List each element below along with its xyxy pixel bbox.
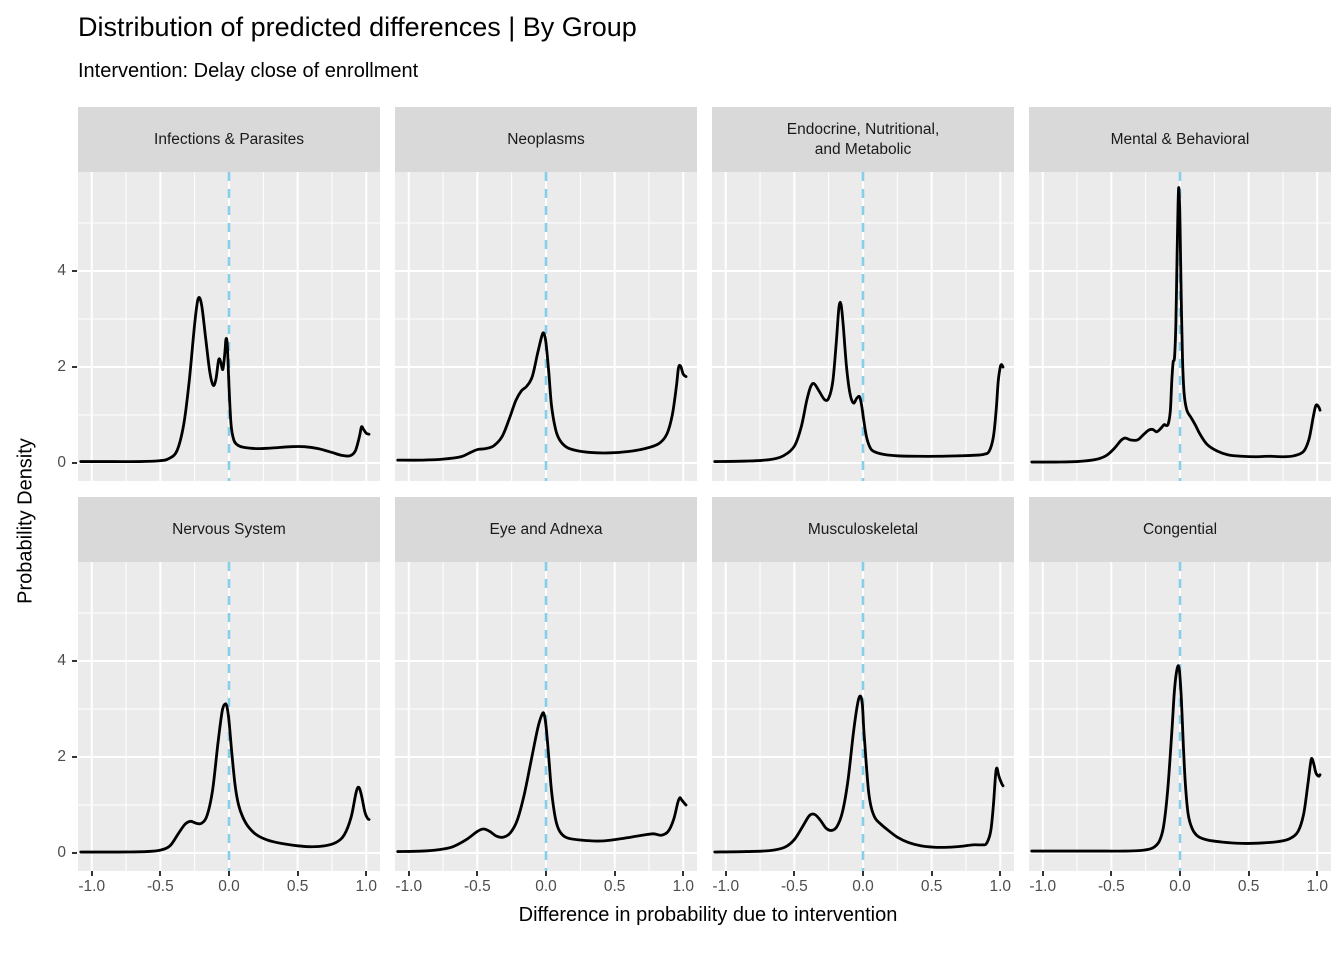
facet-strip: Musculoskeletal [712,497,1014,562]
y-tick-mark [72,660,77,662]
facet-panel [1029,562,1331,871]
y-tick-mark [72,270,77,272]
x-axis-title: Difference in probability due to interve… [0,904,1344,927]
facet-strip: Neoplasms [395,107,697,172]
x-tick-mark [476,871,479,876]
y-tick-mark [72,366,77,368]
x-tick-label: -0.5 [464,878,491,895]
y-tick-label: 4 [57,652,66,669]
major-gridlines [712,172,1014,481]
y-tick-label: 0 [57,844,66,861]
facet-strip-label: Endocrine, Nutritional, and Metabolic [786,120,940,158]
facet-strip-label: Eye and Adnexa [489,520,603,538]
x-tick-mark [682,871,685,876]
density-curve [79,296,371,464]
facet-panel [78,172,380,481]
density-curve [79,702,371,854]
x-tick-label: 0.5 [920,878,943,895]
density-curve [1030,664,1322,853]
density-curve [396,711,688,853]
x-tick-mark [90,871,93,876]
x-tick-mark [296,871,299,876]
plot-title: Distribution of predicted differences | … [78,12,637,42]
facet-strip: Eye and Adnexa [395,497,697,562]
x-tick-mark [613,871,616,876]
y-tick-label: 2 [57,748,66,765]
facet-panel [395,562,697,871]
x-tick-label: 1.0 [355,878,378,895]
y-tick-mark [72,756,77,758]
x-tick-label: 0.0 [218,878,240,895]
x-tick-mark [999,871,1002,876]
y-tick-label: 2 [57,358,66,375]
facet-strip-label: Nervous System [172,520,286,538]
x-tick-mark [1179,871,1181,876]
x-tick-mark [1247,871,1250,876]
y-tick-label: 0 [57,454,66,471]
x-tick-label: 1.0 [672,878,695,895]
x-tick-label: -0.5 [781,878,808,895]
density-curve [713,300,1005,463]
facet-strip-label: Musculoskeletal [807,520,919,538]
x-tick-mark [365,871,368,876]
facet-panel [1029,172,1331,481]
x-tick-mark [724,871,727,876]
x-tick-mark [1316,871,1319,876]
x-tick-mark [159,871,162,876]
x-tick-label: 1.0 [1306,878,1329,895]
x-tick-label: -1.0 [1029,878,1057,895]
x-tick-label: -1.0 [395,878,423,895]
x-tick-label: -1.0 [712,878,740,895]
y-tick-label: 4 [57,262,66,279]
facet-panel [78,562,380,871]
x-tick-mark [228,871,230,876]
x-tick-label: -1.0 [78,878,106,895]
y-tick-mark [72,462,77,464]
facet-strip-label: Congential [1142,520,1218,538]
x-axis-title-text: Difference in probability due to interve… [518,904,898,926]
facet-panel [712,172,1014,481]
density-curve [1030,186,1322,464]
x-tick-mark [1110,871,1113,876]
x-tick-label: 0.0 [1169,878,1191,895]
x-tick-label: 1.0 [989,878,1012,895]
plot-subtitle: Intervention: Delay close of enrollment [78,60,419,82]
x-tick-mark [407,871,410,876]
x-tick-label: 0.5 [1237,878,1260,895]
x-tick-mark [930,871,933,876]
facet-strip-label: Infections & Parasites [154,130,304,148]
x-tick-mark [793,871,796,876]
x-tick-mark [545,871,547,876]
x-tick-mark [1041,871,1044,876]
facet-panel [395,172,697,481]
density-curve [713,694,1005,854]
y-tick-mark [72,852,77,854]
facet-strip: Mental & Behavioral [1029,107,1331,172]
density-curve [396,331,688,462]
x-tick-label: 0.0 [852,878,874,895]
facet-strip: Endocrine, Nutritional, and Metabolic [712,107,1014,172]
x-tick-label: -0.5 [147,878,174,895]
x-tick-label: 0.5 [286,878,309,895]
facet-strip-label: Mental & Behavioral [1110,130,1250,148]
facet-strip: Infections & Parasites [78,107,380,172]
facet-panel [712,562,1014,871]
facet-strip-label: Neoplasms [507,130,585,148]
x-tick-label: 0.0 [535,878,557,895]
x-tick-label: -0.5 [1098,878,1125,895]
x-tick-label: 0.5 [603,878,626,895]
x-tick-mark [862,871,864,876]
facet-strip: Nervous System [78,497,380,562]
y-axis-title: Probability Density [14,438,37,604]
facet-strip: Congential [1029,497,1331,562]
